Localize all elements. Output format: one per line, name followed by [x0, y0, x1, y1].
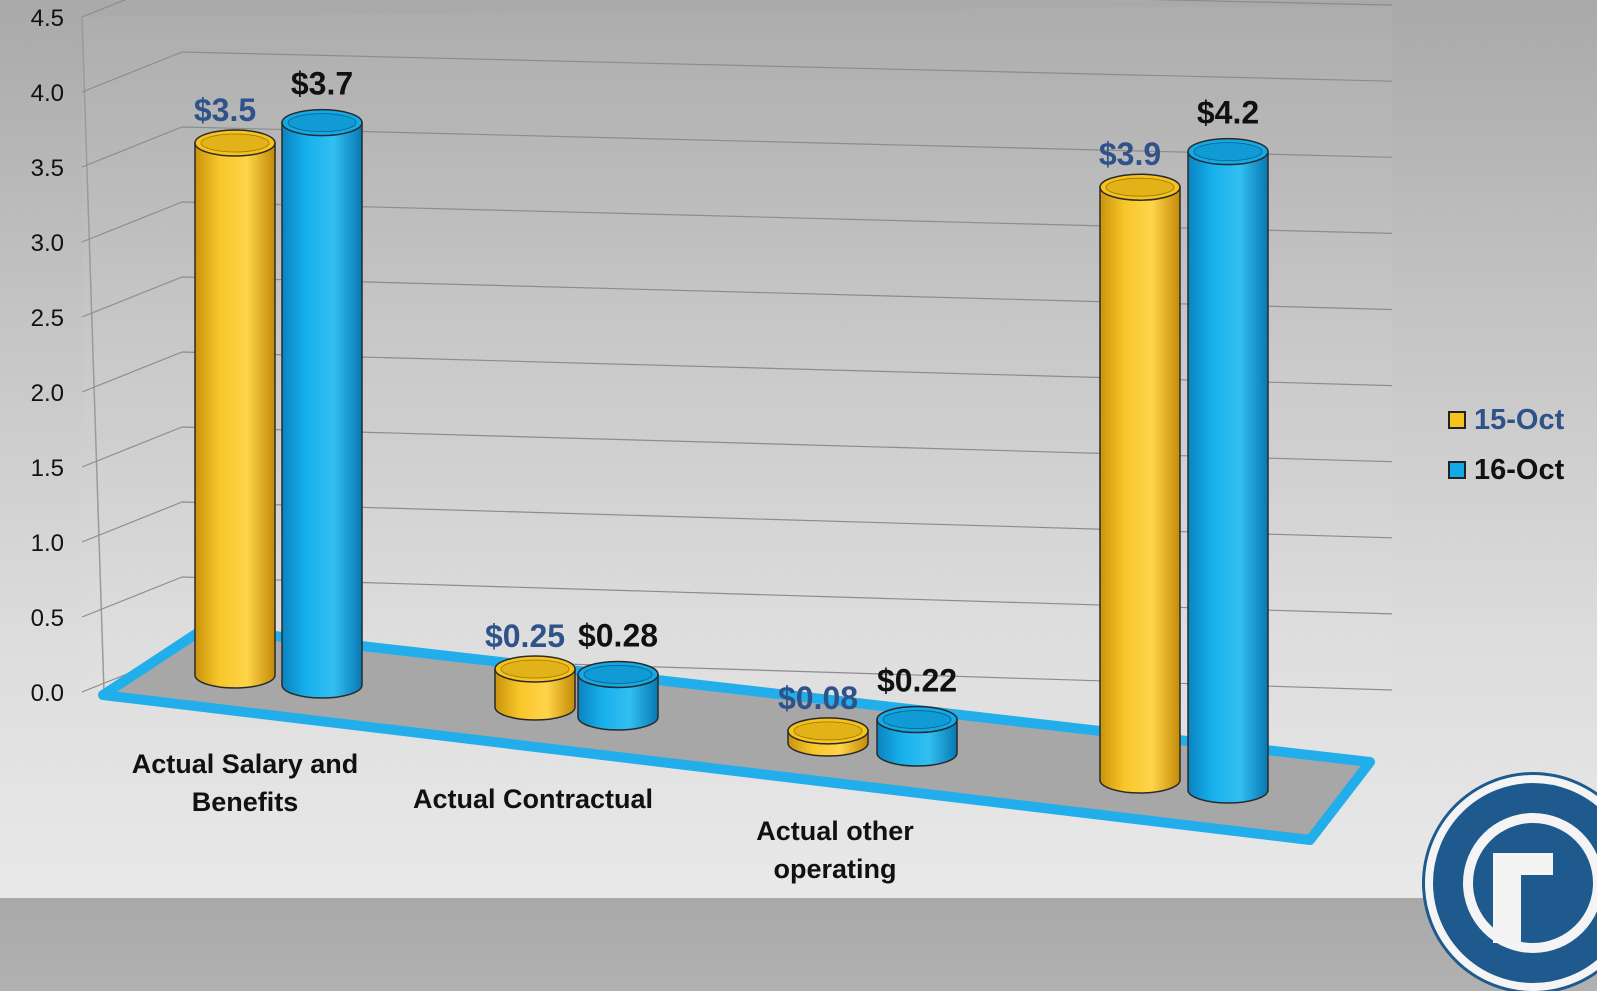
bar-top [787, 717, 869, 745]
bar-16-oct-2 [876, 705, 958, 767]
data-label: $3.9 [1099, 136, 1161, 172]
legend-item-16-oct: 16-Oct [1448, 445, 1564, 495]
bar-15-oct-1 [494, 655, 576, 721]
gridline [181, 51, 1393, 82]
x-category-label: Benefits [192, 787, 299, 817]
gridline-side [81, 276, 183, 318]
chart-svg: 0.00.51.01.52.02.53.03.54.04.5 $3.5$3.7$… [31, 0, 1393, 884]
data-label: $0.08 [778, 680, 858, 716]
bar-top-inner [500, 659, 570, 679]
bar-body [577, 673, 659, 731]
bar-top-inner [287, 113, 357, 132]
y-tick-label: 3.5 [31, 155, 64, 182]
legend-swatch-16-oct [1448, 461, 1466, 479]
x-category-label: Actual other [756, 816, 914, 846]
bar-top-inner [1193, 142, 1263, 162]
bar-top [281, 108, 363, 137]
bar-top [1099, 173, 1181, 201]
y-tick-label: 4.0 [31, 80, 64, 107]
bar-body [494, 668, 576, 721]
data-labels: $3.5 $3.7 $0.25 $0.28 $0.08 $0.22 $3.9 $4.2 [194, 66, 1259, 716]
x-category-label: Actual Contractual [413, 784, 653, 814]
bar-top-inner [583, 665, 653, 684]
y-tick-label: 0.0 [31, 680, 64, 707]
gridline [1146, 0, 1393, 6]
y-axis-ticks: 0.0 0.5 1.0 1.5 2.0 2.5 3.0 3.5 4.0 4.5 [31, 5, 64, 707]
chart-floor [98, 623, 1375, 845]
bar-top [876, 705, 958, 734]
bars [194, 108, 1269, 804]
data-label: $0.25 [485, 618, 565, 654]
bar-top [577, 660, 659, 689]
bar-16-oct-1 [577, 660, 659, 731]
bar-15-oct-0 [194, 129, 276, 689]
x-category-label: Actual Salary and [132, 749, 359, 779]
chart-walls [81, 5, 1392, 693]
data-label: $4.2 [1197, 95, 1259, 131]
floor-plate [98, 623, 1375, 845]
bar-top [194, 129, 276, 157]
legend-label-16-oct: 16-Oct [1474, 453, 1565, 486]
data-label: $0.22 [877, 663, 957, 699]
gridline-side [81, 0, 127, 18]
gridline-side [81, 501, 183, 543]
bar-body [281, 121, 363, 699]
left-axis-line [81, 16, 105, 693]
bar-15-oct-2 [787, 717, 869, 757]
legend: 15-Oct 16-Oct [1448, 395, 1564, 495]
x-axis-categories: Actual Salary and Benefits Actual Contract… [132, 749, 915, 884]
gridline-side [81, 126, 183, 168]
gridline-side [81, 201, 183, 243]
bar-16-oct-3 [1187, 137, 1269, 804]
y-tick-label: 3.0 [31, 230, 64, 257]
y-tick-label: 1.0 [31, 530, 64, 557]
legend-label-15-oct: 15-Oct [1474, 403, 1565, 436]
y-tick-label: 1.5 [31, 455, 64, 482]
y-tick-label: 0.5 [31, 605, 64, 632]
data-label: $0.28 [578, 617, 658, 653]
bar-top-inner [793, 721, 863, 741]
y-tick-label: 4.5 [31, 5, 64, 32]
bar-body [194, 142, 276, 689]
data-label: $3.7 [291, 66, 353, 102]
gridline-side [81, 351, 183, 393]
gridline-side [81, 576, 183, 618]
y-tick-label: 2.5 [31, 305, 64, 332]
legend-swatch-15-oct [1448, 411, 1466, 429]
y-tick-label: 2.0 [31, 380, 64, 407]
bar-body [1099, 186, 1181, 794]
x-category-label: operating [773, 854, 896, 884]
data-label: $3.5 [194, 92, 256, 128]
bar-top [494, 655, 576, 683]
bar-top [1187, 137, 1269, 166]
back-wall [82, 5, 1392, 693]
bar-body [1187, 150, 1269, 804]
gridline-side [81, 426, 183, 468]
chart: 0.0 0.5 1.0 1.5 2.0 2.5 3.0 3.5 4.0 4.5 $3.5 $3.7 $… [31, 0, 1597, 991]
bar-top-inner [882, 710, 952, 729]
bar-15-oct-3 [1099, 173, 1181, 794]
legend-item-15-oct: 15-Oct [1448, 395, 1564, 445]
bar-top-inner [1105, 177, 1175, 197]
bar-top-inner [200, 133, 270, 153]
bar-16-oct-0 [281, 108, 363, 699]
gridline-side [81, 51, 183, 93]
